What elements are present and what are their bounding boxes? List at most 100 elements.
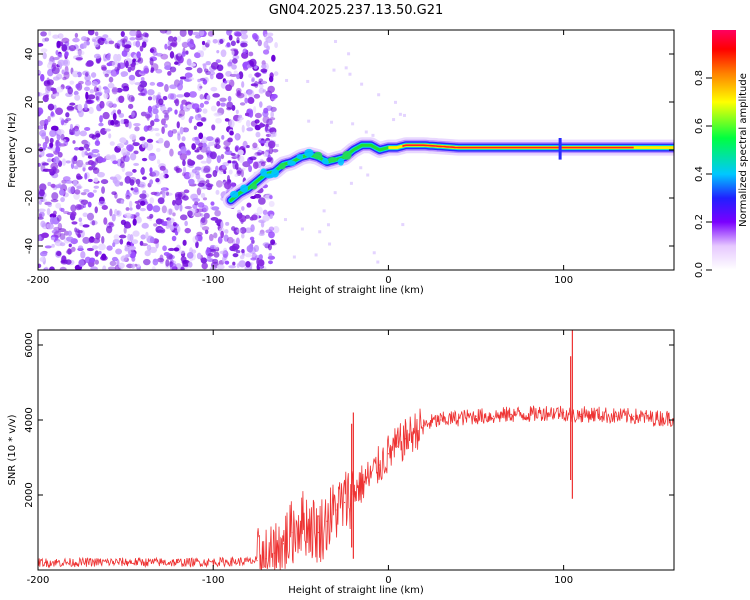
noise-speck (224, 80, 228, 84)
noise-speck (74, 189, 81, 195)
noise-speck (204, 100, 209, 105)
snr-data-point (247, 560, 249, 562)
noise-speck (139, 45, 144, 52)
noise-speck (171, 128, 178, 134)
noise-speck (152, 108, 159, 115)
noise-speck (84, 151, 88, 156)
noise-speck (50, 236, 55, 241)
noise-speck (159, 254, 164, 261)
spectrogram-x-label: Height of straight line (km) (288, 285, 424, 296)
noise-speck (93, 177, 99, 183)
noise-speck (179, 214, 188, 221)
noise-speck (194, 114, 202, 121)
noise-speck (184, 72, 193, 79)
noise-speck (232, 253, 239, 258)
noise-speck (182, 239, 187, 246)
noise-speck (131, 256, 136, 262)
noise-speck (101, 186, 105, 194)
noise-speck (209, 151, 217, 160)
noise-speck (177, 133, 181, 141)
noise-speck (246, 244, 254, 253)
noise-speck (246, 202, 252, 208)
noise-speck (141, 222, 149, 229)
noise-speck (218, 170, 224, 175)
noise-speck (79, 222, 83, 227)
noise-speck (108, 221, 114, 226)
noise-speck (200, 160, 208, 164)
noise-speck (164, 84, 169, 92)
noise-speck (120, 255, 128, 262)
noise-speck (180, 146, 187, 154)
noise-speck (60, 84, 65, 90)
noise-speck (38, 70, 42, 74)
noise-speck (49, 129, 57, 138)
noise-speck (116, 39, 123, 47)
noise-speck (39, 257, 46, 263)
noise-speck (125, 171, 133, 177)
noise-speck (201, 136, 208, 144)
noise-speck (249, 236, 255, 241)
noise-speck (199, 77, 206, 81)
noise-speck (125, 60, 129, 69)
noise-speck (225, 146, 231, 152)
noise-speck (182, 159, 186, 167)
noise-speck (61, 158, 67, 166)
noise-speck (59, 117, 63, 121)
noise-speck (213, 112, 222, 117)
noise-speck (90, 266, 98, 270)
noise-speck (263, 40, 269, 49)
snr-data-point (563, 411, 565, 414)
faint-speck (349, 181, 353, 185)
snr-data-point (615, 415, 617, 417)
snr-data-point (256, 560, 258, 562)
noise-speck (169, 224, 175, 231)
noise-speck (240, 169, 244, 178)
noise-speck (221, 134, 225, 140)
faint-speck (376, 260, 380, 264)
noise-speck (214, 143, 218, 149)
noise-speck (153, 223, 158, 227)
snr-marks (38, 330, 674, 570)
noise-speck (94, 31, 99, 37)
noise-speck (56, 73, 63, 80)
noise-speck (207, 182, 211, 187)
noise-speck (188, 178, 195, 185)
faint-speck (285, 78, 289, 82)
noise-speck (135, 216, 142, 224)
y-tick-label: -20 (24, 190, 35, 206)
noise-speck (82, 224, 90, 228)
noise-speck (233, 70, 238, 75)
noise-speck (120, 199, 124, 204)
noise-speck (97, 243, 106, 251)
noise-speck (87, 192, 95, 198)
noise-speck (143, 141, 149, 149)
noise-speck (216, 49, 220, 54)
noise-speck (73, 128, 81, 137)
noise-speck (188, 77, 195, 81)
noise-speck (201, 226, 210, 231)
snr-panel: -200 -100 0 100 2000 4000 6000 Height of stra… (7, 329, 675, 596)
noise-speck (129, 152, 137, 161)
ridge-blob (287, 160, 296, 166)
ridge-blob (304, 148, 314, 158)
noise-speck (219, 97, 227, 102)
noise-speck (46, 79, 54, 86)
noise-speck (51, 192, 59, 201)
noise-speck (132, 58, 137, 63)
faint-speck (377, 93, 381, 97)
noise-speck (205, 146, 211, 153)
noise-speck (263, 107, 269, 114)
noise-speck (125, 122, 129, 128)
noise-speck (129, 207, 133, 211)
noise-speck (157, 197, 165, 205)
noise-speck (206, 39, 211, 45)
noise-speck (87, 178, 93, 183)
noise-speck (143, 258, 151, 266)
noise-speck (92, 237, 101, 244)
noise-speck (114, 66, 119, 72)
noise-speck (266, 157, 272, 163)
noise-speck (55, 146, 61, 153)
noise-speck (38, 107, 44, 115)
snr-data-point (440, 419, 442, 421)
noise-speck (83, 143, 90, 149)
